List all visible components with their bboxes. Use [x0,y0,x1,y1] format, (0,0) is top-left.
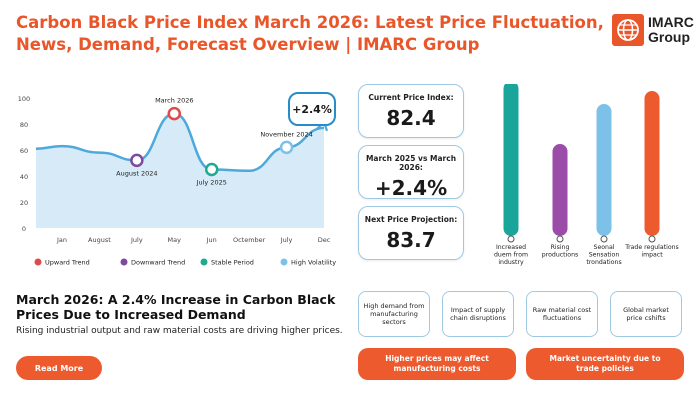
x-tick-label: Jan [56,236,67,244]
bar-base-dot [507,235,515,243]
legend-dot [34,258,42,266]
bar-label: Rising [551,244,570,251]
x-tick-label: July [280,236,293,244]
bar-base-dot [600,235,608,243]
x-tick-label: Octember [233,236,266,244]
bar-label: impact [641,252,663,259]
y-tick-label: 60 [20,147,28,155]
current-price-label: Current Price Index: [368,93,454,102]
y-tick-label: 40 [20,173,28,181]
bar-label: industry [498,259,524,266]
main-subtext: Rising industrial output and raw materia… [16,326,343,336]
legend-label: Downward Trend [131,259,185,267]
yoy-change-label: March 2025 vs March 2026: [365,154,457,172]
factor-card-raw-material: Raw material cost fluctuations [526,291,598,337]
stable-marker [204,162,219,177]
upward-marker [167,106,182,121]
price-trend-chart: 100 80 60 40 20 0 Jan August July May Jun Octember J… [14,84,344,274]
bar-label: trondations [586,259,621,266]
x-tick-label: May [168,236,182,244]
y-tick-label: 0 [22,225,26,233]
trend-area-fill [36,113,324,228]
globe-icon [612,14,644,46]
bar-base-dot [648,235,656,243]
y-tick-label: 80 [20,121,28,129]
imarc-logo[interactable]: IMARC Group [612,14,694,48]
legend-label: Stable Period [211,259,254,267]
impact-trade-policy-button[interactable]: Market uncertainty due to trade policies [526,348,684,380]
x-tick-label: Dec [318,236,331,244]
read-more-button[interactable]: Read More [16,356,102,380]
bar-base-dot [556,235,564,243]
bar-label: productions [542,252,578,259]
bar [596,104,612,236]
legend-dot [280,258,288,266]
y-tick-label: 100 [18,95,30,103]
bar-label: Seonal [594,244,615,251]
bar [503,84,519,236]
annotation-label: November 2024 [260,130,312,138]
logo-text: IMARC Group [648,14,694,45]
current-price-card: Current Price Index: 82.4 [358,84,464,138]
impact-manufacturing-button[interactable]: Higher prices may affect manufacturing c… [358,348,516,380]
price-trend-svg: 100 80 60 40 20 0 Jan August July May Jun Octember J… [18,95,336,267]
projection-card: Next Price Projection: 83.7 [358,206,464,260]
page-title: Carbon Black Price Index March 2026: Lat… [16,13,604,54]
bar-label: Increased [496,244,526,251]
bar-label: duem from [494,252,528,259]
bar [552,144,568,236]
factor-card-demand: High demand from manufacturing sectors [358,291,430,337]
bar [644,91,660,236]
x-tick-label: July [130,236,143,244]
main-heading: March 2026: A 2.4% Increase in Carbon Bl… [16,292,336,322]
yoy-change-card: March 2025 vs March 2026: +2.4% [358,145,464,200]
bar-label: Trade regulations [624,244,679,251]
current-price-value: 82.4 [386,106,436,130]
high_volatility-marker [279,140,294,155]
projection-value: 83.7 [386,228,436,252]
change-callout: +2.4% [288,92,336,126]
factor-card-supply-chain: Impact of supply chain disruptions [442,291,514,337]
y-tick-label: 20 [20,199,28,207]
annotation-label: August 2024 [116,169,157,177]
annotation-label: March 2026 [155,97,193,105]
legend-label: High Volatility [291,259,336,267]
downward-marker [130,153,144,168]
factor-card-global-market: Global market price cshifts [610,291,682,337]
projection-label: Next Price Projection: [364,215,458,224]
yoy-change-value: +2.4% [374,176,448,200]
x-tick-label: Jun [206,236,217,244]
legend-dot [120,258,128,266]
x-tick-label: August [88,236,111,244]
legend-label: Upward Trend [45,259,90,267]
annotation-label: July 2025 [196,179,227,187]
bar-label: Sensation [589,252,620,259]
legend-dot [200,258,208,266]
